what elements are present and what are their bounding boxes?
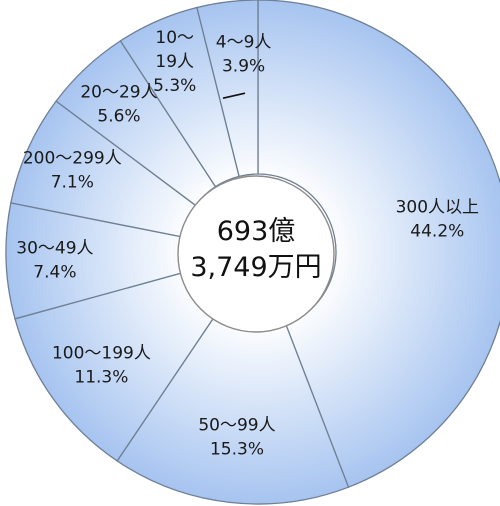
slice-label: 20～29人 5.6% [80, 83, 157, 127]
slice-percent: 44.2% [410, 222, 464, 242]
donut-center [177, 175, 335, 333]
slice-label: 300人以上 44.2% [396, 198, 479, 242]
slice-percent: 5.6% [97, 107, 140, 127]
slice-category: 200～299人 [23, 148, 122, 168]
center-layer: 693億 3,749万円 [177, 175, 335, 333]
labels-layer: 300人以上 44.2% 50～99人 15.3% 100～199人 11.3% 30～49… [16, 28, 479, 460]
slice-percent: 15.3% [210, 440, 264, 460]
slice-label: 30～49人 7.4% [16, 238, 93, 282]
center-total-line: 693億 [217, 216, 296, 247]
slice-category: 100～199人 [52, 344, 151, 364]
slices-layer [5, 0, 500, 505]
slice-percent: 5.3% [153, 76, 196, 96]
leader-layer [222, 92, 246, 99]
leader-line [222, 92, 246, 99]
slice-category: 19人 [155, 52, 194, 72]
slice-label: 4～9人 3.9% [216, 33, 272, 77]
slice-category: 300人以上 [396, 198, 479, 218]
slice-label: 200～299人 7.1% [23, 148, 122, 192]
slice-category: 50～99人 [198, 416, 275, 436]
pie-slice [196, 0, 259, 178]
center-total-line: 3,749万円 [190, 252, 321, 283]
slice-percent: 3.9% [222, 57, 265, 77]
slice-label: 50～99人 15.3% [198, 416, 275, 460]
center-total-label: 693億 3,749万円 [190, 216, 321, 283]
slice-category: 4～9人 [216, 33, 272, 53]
slice-percent: 11.3% [74, 368, 128, 388]
slice-category: 10～ [155, 28, 194, 48]
pie-slice [257, 0, 500, 489]
slice-label: 10～ 19人 5.3% [153, 28, 196, 96]
slice-percent: 7.4% [33, 262, 76, 282]
slice-category: 30～49人 [16, 238, 93, 258]
slice-label: 100～199人 11.3% [52, 344, 151, 388]
slice-category: 20～29人 [80, 83, 157, 103]
slice-percent: 7.1% [51, 172, 94, 192]
